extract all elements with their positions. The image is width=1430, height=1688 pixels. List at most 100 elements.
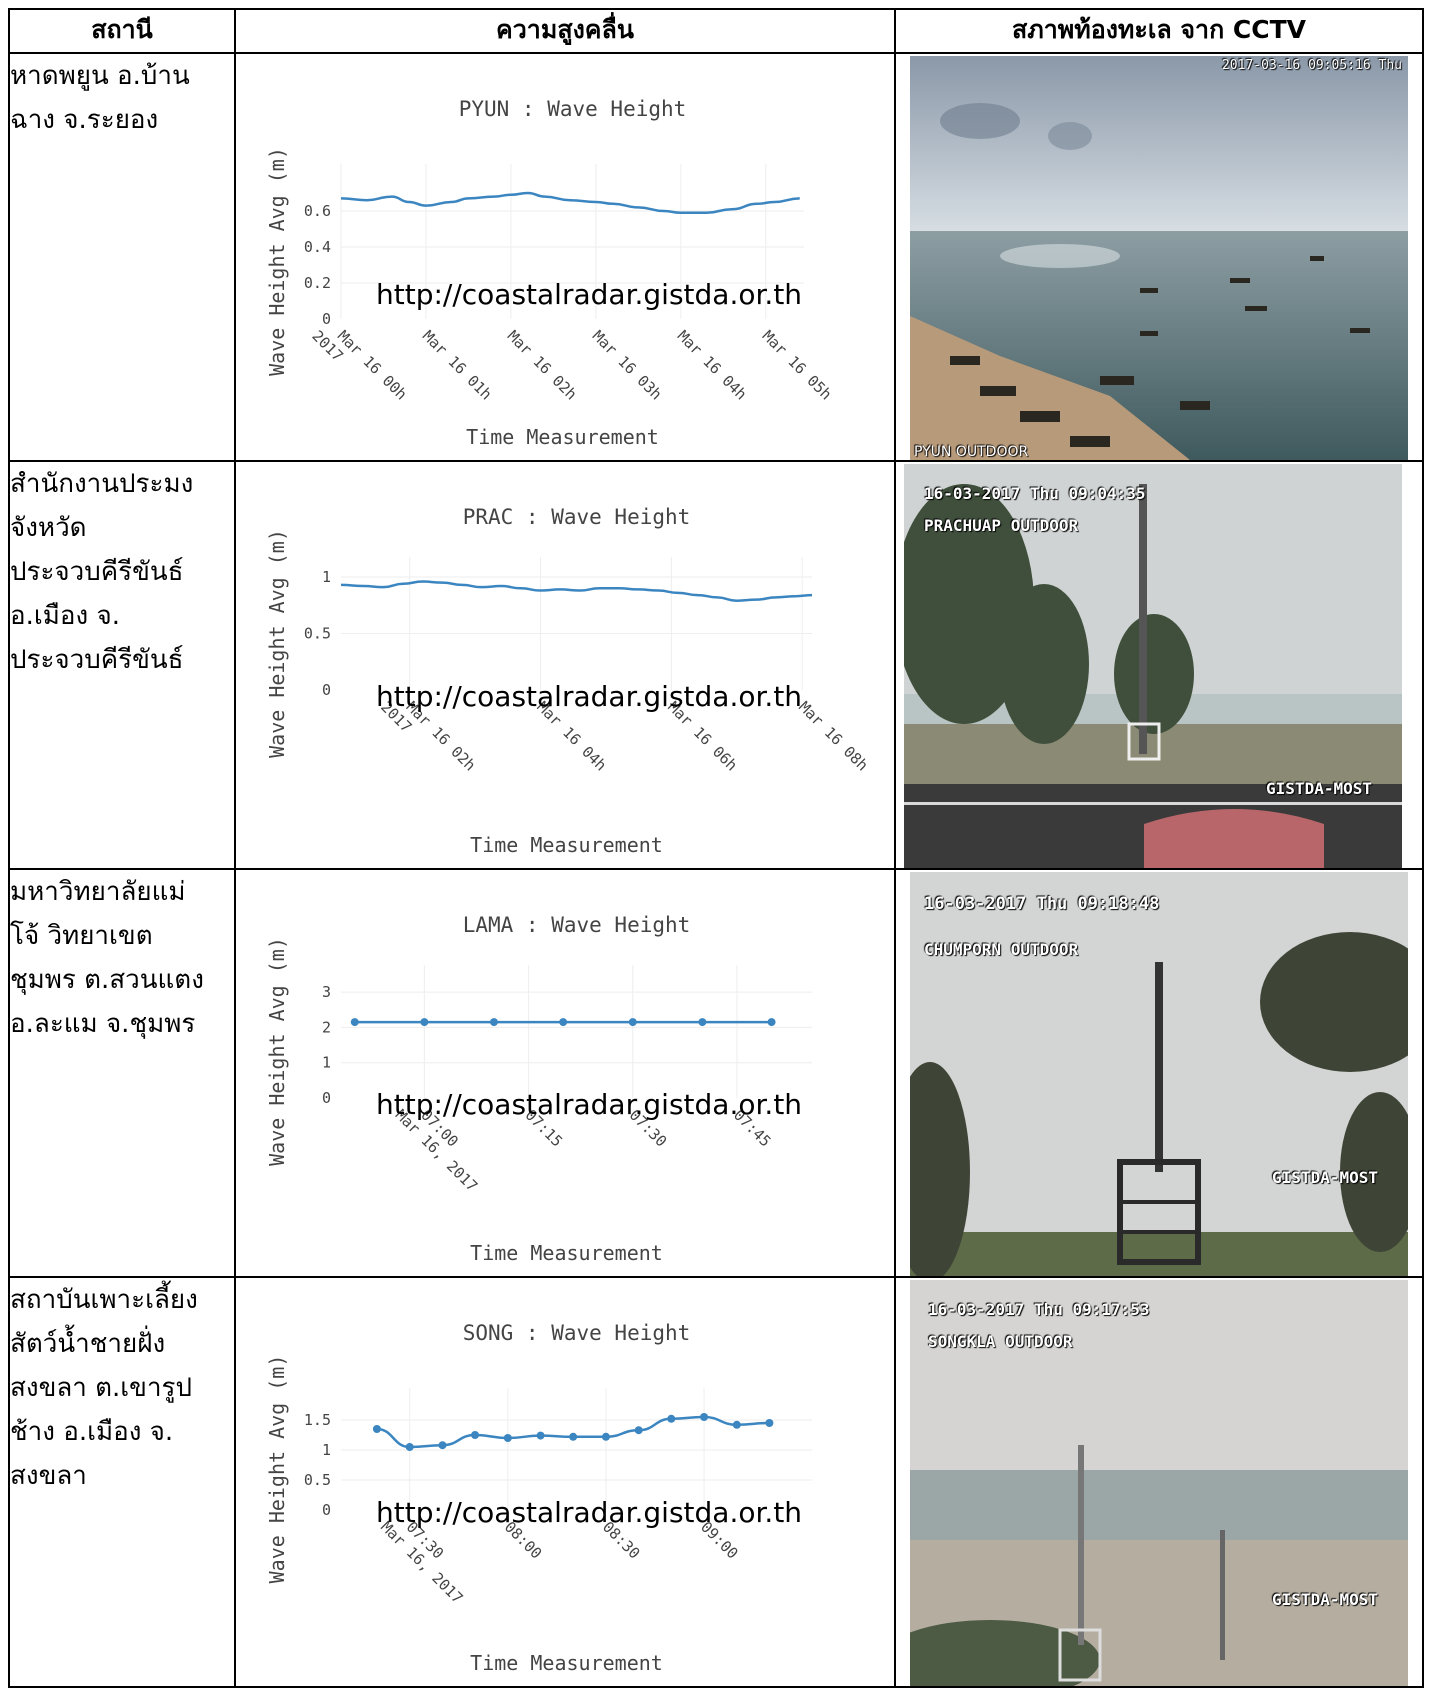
y-tick-label: 3 bbox=[322, 983, 331, 1001]
station-cell: มหาวิทยาลัยแม่ โจ้ วิทยาเขต ชุมพร ต.สวนแ… bbox=[8, 868, 236, 1278]
y-axis-label: Wave Height Avg (m) bbox=[265, 937, 289, 1166]
cctv-brand: GISTDA-MOST bbox=[1272, 1168, 1378, 1187]
data-point bbox=[350, 1018, 359, 1027]
y-tick-label: 0 bbox=[322, 1501, 331, 1519]
cctv-label: SONGKLA OUTDOOR bbox=[928, 1332, 1073, 1351]
data-point bbox=[601, 1432, 610, 1441]
series-line bbox=[340, 580, 813, 602]
x-tick: Mar 16 02h bbox=[504, 327, 581, 404]
y-tick-label: 0 bbox=[322, 681, 331, 699]
data-point bbox=[700, 1413, 709, 1421]
data-point bbox=[765, 1419, 774, 1427]
y-tick-label: 0.5 bbox=[304, 625, 331, 643]
series-line bbox=[340, 191, 800, 215]
cctv-scene bbox=[904, 464, 1402, 868]
y-tick-label: 0.6 bbox=[304, 202, 331, 220]
data-point bbox=[489, 1018, 498, 1027]
data-point bbox=[438, 1441, 447, 1450]
data-point bbox=[667, 1414, 676, 1423]
cctv-cell: 2017-03-16 09:05:16 Thu PYUN OUTDOOR bbox=[894, 52, 1424, 462]
cctv-scene bbox=[910, 56, 1408, 460]
x-tick: Mar 16 04h bbox=[674, 327, 751, 404]
y-tick-label: 1 bbox=[322, 1054, 331, 1072]
cctv-scene bbox=[910, 1280, 1408, 1686]
cctv-label: CHUMPORN OUTDOOR bbox=[924, 940, 1079, 959]
cctv-cell: 16-03-2017 Thu 09:04:35 PRACHUAP OUTDOOR… bbox=[894, 460, 1424, 870]
watermark-url: http://coastalradar.gistda.or.th bbox=[376, 278, 802, 311]
table-row: มหาวิทยาลัยแม่ โจ้ วิทยาเขต ชุมพร ต.สวนแ… bbox=[8, 868, 1424, 1278]
x-tick: Mar 16 05h bbox=[759, 327, 836, 404]
chart-cell: PYUN : Wave Height 0 0.2 0.4 0.6 Mar 16 00h 20… bbox=[234, 52, 896, 462]
chart-cell: SONG : Wave Height 0 0.5 1 1.5 07:30 Mar 16, 2… bbox=[234, 1276, 896, 1688]
x-tick: Mar 16 01h bbox=[419, 327, 496, 404]
cctv-label: PYUN OUTDOOR bbox=[914, 444, 1029, 460]
station-name: หาดพยูน อ.บ้าน ฉาง จ.ระยอง bbox=[10, 61, 190, 135]
data-point bbox=[767, 1018, 776, 1027]
station-cell: สถาบันเพาะเลี้ยง สัตว์น้ำชายฝั่ง สงขลา ต… bbox=[8, 1276, 236, 1688]
data-point bbox=[372, 1425, 381, 1433]
header-row: สถานี ความสูงคลื่น สภาพท้องทะเล จาก CCTV bbox=[8, 8, 1424, 54]
station-name: มหาวิทยาลัยแม่ โจ้ วิทยาเขต ชุมพร ต.สวนแ… bbox=[10, 877, 204, 1039]
data-point bbox=[698, 1018, 707, 1027]
chart-title: PRAC : Wave Height bbox=[463, 505, 691, 529]
y-tick-label: 1 bbox=[322, 568, 331, 586]
cctv-brand: GISTDA-MOST bbox=[1272, 1590, 1378, 1609]
x-tick-label: Mar 16 05h bbox=[759, 327, 836, 404]
series-line bbox=[376, 1415, 770, 1449]
data-point bbox=[569, 1432, 578, 1441]
y-tick-label: 0 bbox=[322, 1089, 331, 1107]
data-point bbox=[732, 1420, 741, 1429]
data-point bbox=[536, 1431, 545, 1440]
station-cell: สำนักงานประมง จังหวัด ประจวบคีรีขันธ์ อ.… bbox=[8, 460, 236, 870]
data-point bbox=[634, 1426, 643, 1435]
header-cctv: สภาพท้องทะเล จาก CCTV bbox=[894, 8, 1424, 54]
cctv-cell: 16-03-2017 Thu 09:18:48 CHUMPORN OUTDOOR… bbox=[894, 868, 1424, 1278]
chart-title: LAMA : Wave Height bbox=[463, 913, 691, 937]
x-tick: Mar 16 03h bbox=[589, 327, 666, 404]
x-axis-label: Time Measurement bbox=[470, 833, 663, 857]
x-tick: Mar 16 08h bbox=[795, 698, 872, 775]
cctv-brand: GISTDA-MOST bbox=[1266, 779, 1372, 798]
chart-title: SONG : Wave Height bbox=[463, 1321, 691, 1345]
y-tick-label: 0.2 bbox=[304, 274, 331, 292]
header-station: สถานี bbox=[8, 8, 236, 54]
data-point bbox=[628, 1018, 637, 1027]
x-tick-label: Mar 16 00h bbox=[334, 327, 411, 404]
wave-station-table: สถานี ความสูงคลื่น สภาพท้องทะเล จาก CCTV… bbox=[8, 8, 1424, 1688]
x-axis-label: Time Measurement bbox=[470, 1241, 663, 1265]
data-point bbox=[559, 1018, 568, 1027]
cctv-image-pyun: 2017-03-16 09:05:16 Thu PYUN OUTDOOR bbox=[910, 56, 1408, 460]
data-point bbox=[420, 1018, 429, 1027]
station-name: สำนักงานประมง จังหวัด ประจวบคีรีขันธ์ อ.… bbox=[10, 469, 194, 675]
x-axis-label: Time Measurement bbox=[470, 1651, 663, 1675]
cctv-cell: 16-03-2017 Thu 09:17:53 SONGKLA OUTDOOR … bbox=[894, 1276, 1424, 1688]
y-tick-label: 1.5 bbox=[304, 1411, 331, 1429]
y-tick-label: 0.5 bbox=[304, 1471, 331, 1489]
table-row: หาดพยูน อ.บ้าน ฉาง จ.ระยอง PYUN : Wave H… bbox=[8, 52, 1424, 462]
y-axis-label: Wave Height Avg (m) bbox=[265, 529, 289, 758]
y-tick-label: 2 bbox=[322, 1018, 331, 1036]
y-tick-label: 0 bbox=[322, 310, 331, 328]
station-cell: หาดพยูน อ.บ้าน ฉาง จ.ระยอง bbox=[8, 52, 236, 462]
cctv-label: PRACHUAP OUTDOOR bbox=[924, 516, 1079, 535]
y-axis-label: Wave Height Avg (m) bbox=[265, 147, 289, 376]
cctv-timestamp: 16-03-2017 Thu 09:04:35 bbox=[924, 484, 1146, 503]
x-tick-label: Mar 16 04h bbox=[674, 327, 751, 404]
watermark-url: http://coastalradar.gistda.or.th bbox=[376, 1496, 802, 1529]
cctv-image-prachuap: 16-03-2017 Thu 09:04:35 PRACHUAP OUTDOOR… bbox=[904, 464, 1402, 868]
chart-title: PYUN : Wave Height bbox=[459, 97, 687, 121]
x-tick-label: Mar 16 08h bbox=[795, 698, 872, 775]
table-row: สถาบันเพาะเลี้ยง สัตว์น้ำชายฝั่ง สงขลา ต… bbox=[8, 1276, 1424, 1688]
wave-chart-pyun: PYUN : Wave Height 0 0.2 0.4 0.6 Mar 16 00h20… bbox=[265, 97, 836, 449]
cctv-scene bbox=[910, 872, 1408, 1276]
y-tick-label: 0.4 bbox=[304, 238, 331, 256]
chart-cell: LAMA : Wave Height 0 1 2 3 07:00 Mar 16, 2017 0… bbox=[234, 868, 896, 1278]
chart-cell: PRAC : Wave Height 0 0.5 1 Mar 16 02h 2017 Mar… bbox=[234, 460, 896, 870]
cctv-image-chumporn: 16-03-2017 Thu 09:18:48 CHUMPORN OUTDOOR… bbox=[910, 872, 1408, 1276]
x-tick-label: Mar 16 02h bbox=[504, 327, 581, 404]
cctv-timestamp: 2017-03-16 09:05:16 Thu bbox=[1221, 58, 1402, 73]
watermark-url: http://coastalradar.gistda.or.th bbox=[376, 680, 802, 713]
